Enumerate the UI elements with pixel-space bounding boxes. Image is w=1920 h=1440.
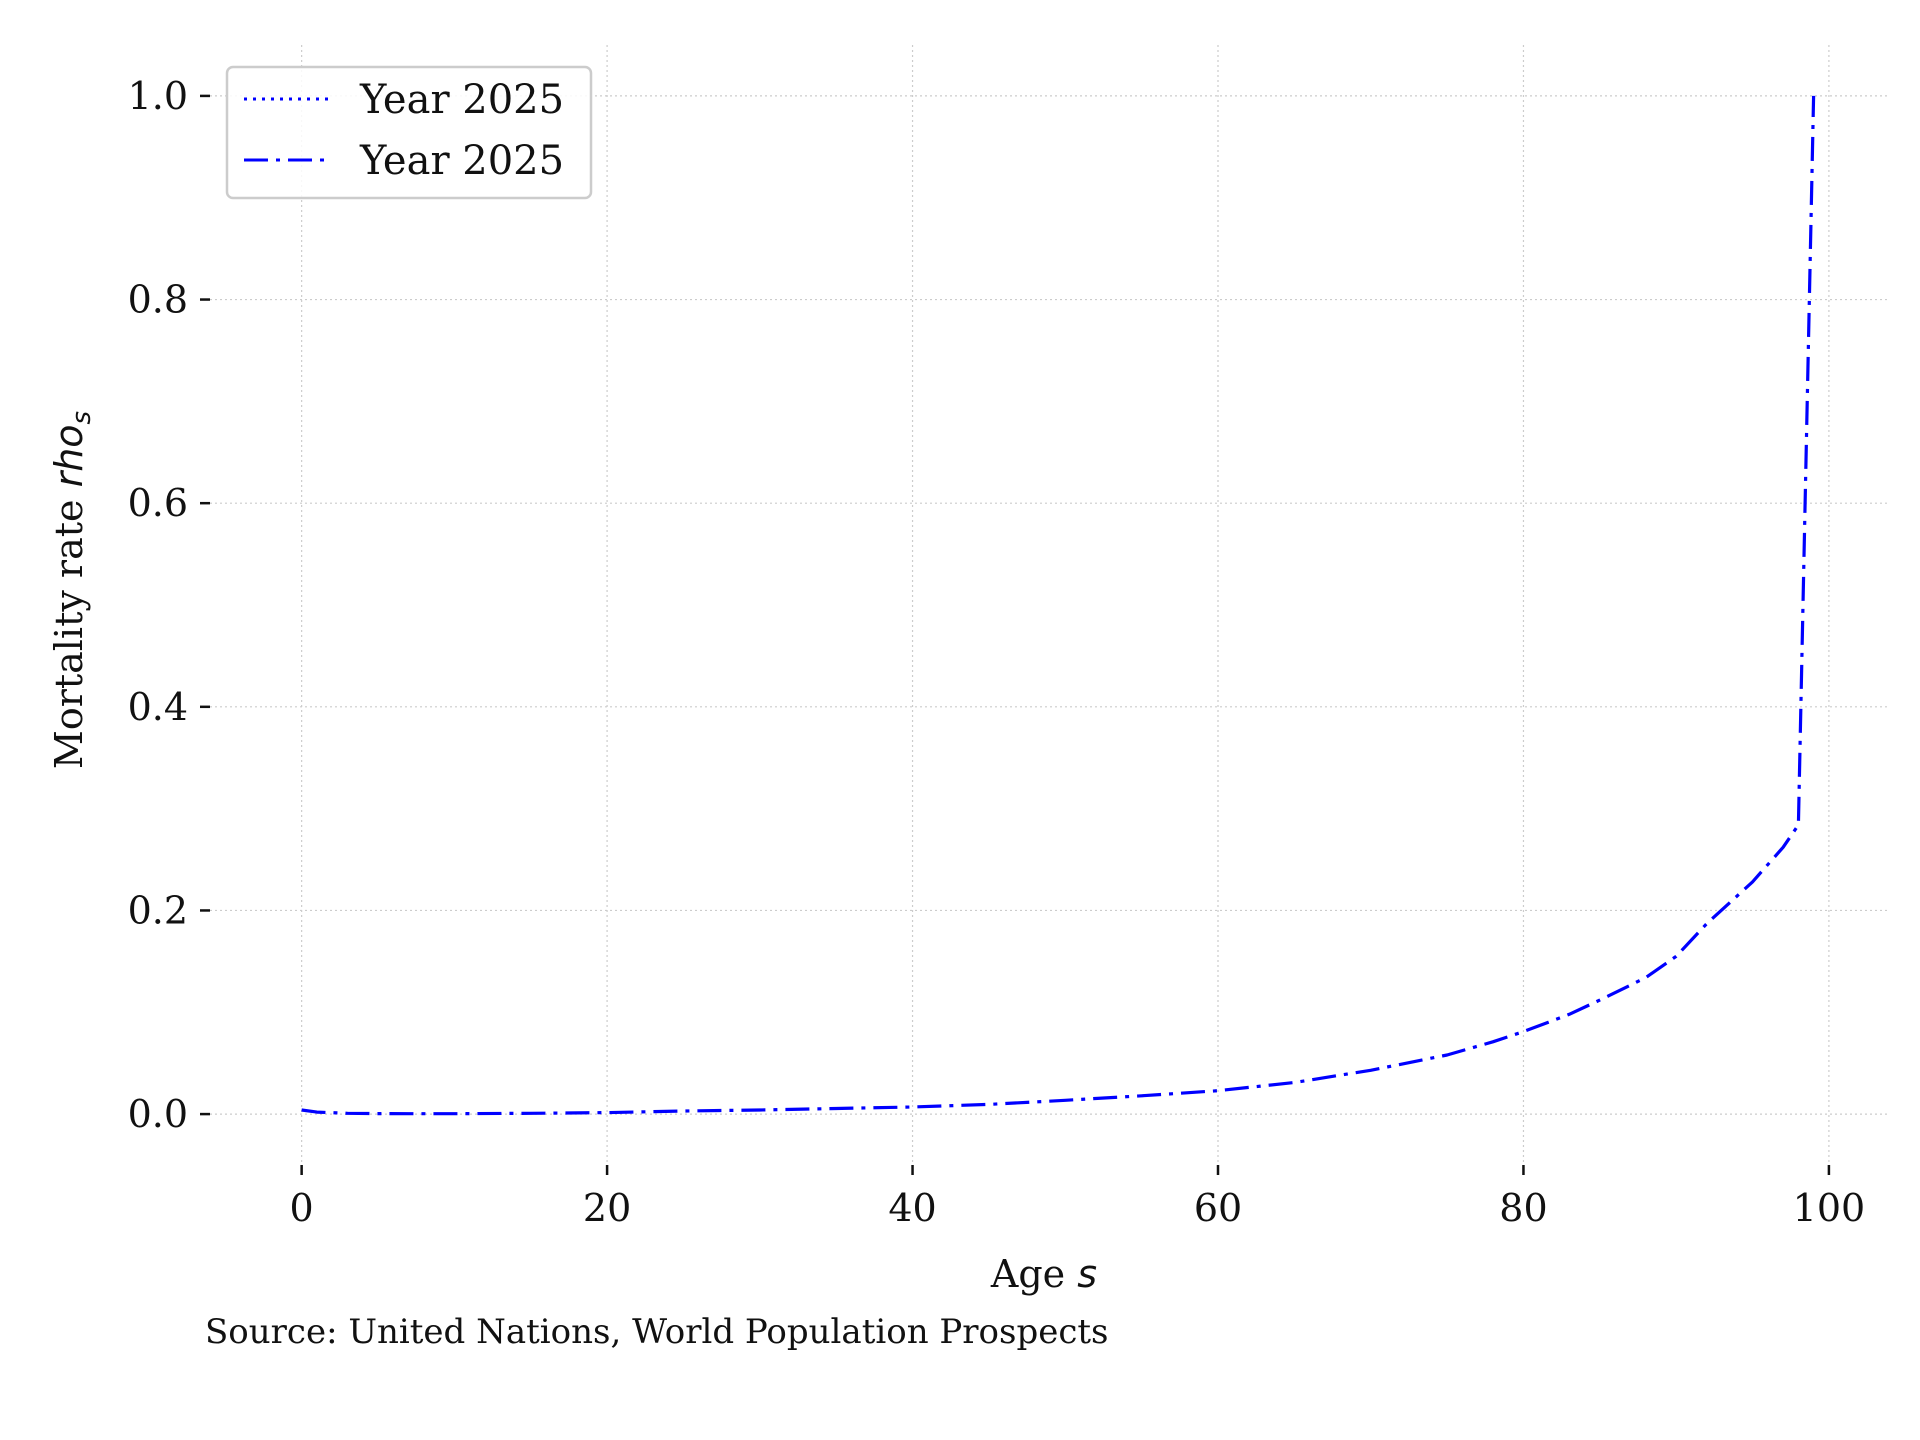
grid [210, 45, 1890, 1165]
legend: Year 2025 Year 2025 [225, 65, 593, 200]
series-line-1-dashdot [301, 95, 1816, 1116]
y-tick-label-4: 0.8 [128, 278, 188, 322]
y-axis-label: Mortality rate rhos [47, 411, 97, 769]
x-tick-label-0: 0 [290, 1186, 314, 1230]
x-tick-label-1: 20 [583, 1186, 631, 1230]
series-layer [301, 95, 1816, 1116]
x-tick-label-3: 60 [1194, 1186, 1242, 1230]
x-axis-label: Age s [990, 1252, 1097, 1296]
y-tick-label-3: 0.6 [128, 481, 188, 525]
x-tick-label-5: 100 [1793, 1186, 1866, 1230]
y-tick-label-5: 1.0 [128, 74, 188, 118]
legend-label-1: Year 2025 [359, 138, 564, 184]
y-tick-label-0: 0.0 [128, 1092, 188, 1136]
x-tick-label-4: 80 [1499, 1186, 1547, 1230]
y-tick-label-1: 0.2 [128, 888, 188, 932]
legend-label-0: Year 2025 [359, 77, 564, 123]
axis-ticks: 0 20 40 60 80 100 0.0 0.2 0.4 0.6 0.8 1.0 [128, 74, 1866, 1230]
y-tick-label-2: 0.4 [128, 685, 188, 729]
source-note: Source: United Nations, World Population… [205, 1312, 1109, 1352]
x-tick-label-2: 40 [888, 1186, 936, 1230]
